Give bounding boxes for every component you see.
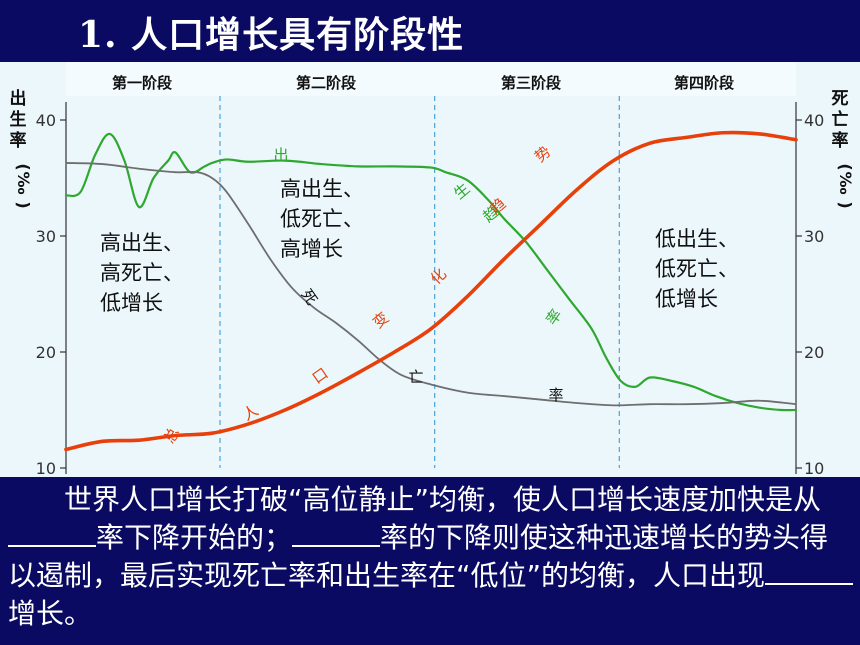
stage-label-2: 第二阶段 (296, 74, 356, 92)
left-axis-title-char-5: ) (14, 201, 33, 208)
stage-annotation-1-line-1: 高出生、 (100, 231, 184, 255)
left-axis-title-char-0: 出 (10, 88, 27, 109)
stage-label-4: 第四阶段 (674, 74, 734, 92)
caption-text: 世界人口增长打破“高位静止”均衡，使人口增长速度加快是从率下降开始的； 率的下降则… (8, 481, 854, 633)
stage-label-1: 第一阶段 (112, 74, 172, 92)
birth-curve-label-0: 出 (273, 146, 288, 164)
right-axis-title-char-2: 率 (832, 130, 849, 151)
left-axis-title-char-3: ( (14, 163, 33, 170)
population-curve-label-3: 变 (369, 308, 392, 331)
stage-annotation-1-line-3: 低增长 (100, 291, 163, 315)
caption-part-2: 率下降开始的； (96, 521, 293, 554)
caption-part-1: 世界人口增长打破“高位静止”均衡，使人口增长速度加快是从 (64, 483, 822, 516)
caption-box: 世界人口增长打破“高位静止”均衡，使人口增长速度加快是从率下降开始的； 率的下降则… (0, 477, 860, 645)
left-tick-label-30: 30 (36, 227, 56, 246)
death-curve-label-2: 率 (548, 386, 563, 404)
right-axis-title-char-5: ) (836, 201, 855, 208)
population-curve-label-6: 势 (531, 142, 554, 165)
caption-part-4: 增长。 (8, 597, 93, 630)
stage-header-band (66, 62, 796, 96)
caption-part-3: 率的下降则使这种迅速增长的势头得以遏制，最后实现死亡率和出生率在“低位”的均衡，… (8, 521, 829, 592)
stage-annotation-1-line-2: 高死亡、 (100, 261, 184, 285)
slide-title: 1. 人口增长具有阶段性 (78, 14, 465, 56)
right-axis-title-char-0: 死 (832, 89, 849, 109)
birth-rate-line (64, 132, 798, 412)
birth-curve-label-3: 率 (542, 306, 565, 329)
left-axis-title-char-1: 生 (10, 109, 27, 130)
title-bar: 1. 人口增长具有阶段性 (0, 0, 860, 62)
right-tick-label-10: 10 (804, 459, 824, 477)
death-rate-line (65, 162, 797, 407)
blank-1 (8, 519, 96, 547)
right-axis-title-char-3: ( (836, 163, 855, 170)
population-curve-label-2: 口 (309, 364, 332, 387)
population-curve-label-4: 化 (427, 265, 450, 288)
left-tick-label-20: 20 (36, 343, 56, 362)
stage-annotation-3-line-2: 低死亡、 (655, 257, 739, 281)
population-chart: 第一阶段 第二阶段 第三阶段 第四阶段 10 10 20 20 30 30 40 40 出生率(‰) 死亡… (0, 62, 860, 477)
blank-2 (292, 519, 381, 547)
blank-3 (765, 557, 854, 585)
stage-label-3: 第三阶段 (501, 74, 561, 92)
right-tick-label-40: 40 (804, 111, 824, 130)
stage-annotation-3-line-1: 低出生、 (655, 227, 739, 251)
stage-annotation-2-line-3: 高增长 (280, 237, 343, 261)
death-curve-label-0: 死 (297, 286, 320, 309)
right-axis-title-char-4: ‰ (836, 171, 855, 194)
left-tick-label-10: 10 (36, 459, 56, 477)
left-axis-title-char-4: ‰ (14, 171, 33, 194)
population-curve-label-0: 总 (160, 424, 183, 446)
left-axis-title-char-2: 率 (10, 130, 27, 151)
right-axis-title-char-1: 亡 (832, 109, 849, 130)
left-tick-label-40: 40 (36, 111, 56, 130)
death-curve-label-1: 亡 (408, 368, 423, 386)
stage-annotation-2-line-2: 低死亡、 (280, 207, 364, 231)
stage-annotation-3-line-3: 低增长 (655, 287, 718, 311)
right-tick-label-20: 20 (804, 343, 824, 362)
population-trend-line (64, 130, 798, 452)
stage-annotation-2-line-1: 高出生、 (280, 177, 364, 201)
right-tick-label-30: 30 (804, 227, 824, 246)
